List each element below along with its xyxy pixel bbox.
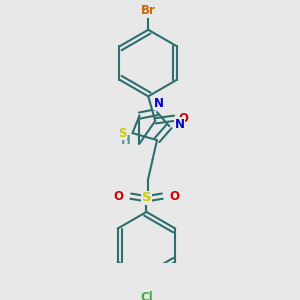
Text: Cl: Cl <box>140 291 153 300</box>
Text: N: N <box>175 118 185 131</box>
Text: S: S <box>142 191 151 204</box>
Text: O: O <box>178 112 188 125</box>
Text: O: O <box>113 190 124 202</box>
Text: N: N <box>154 97 164 110</box>
Text: S: S <box>118 127 126 140</box>
Text: O: O <box>169 190 179 202</box>
Text: Br: Br <box>141 4 156 17</box>
Text: H: H <box>121 134 130 148</box>
